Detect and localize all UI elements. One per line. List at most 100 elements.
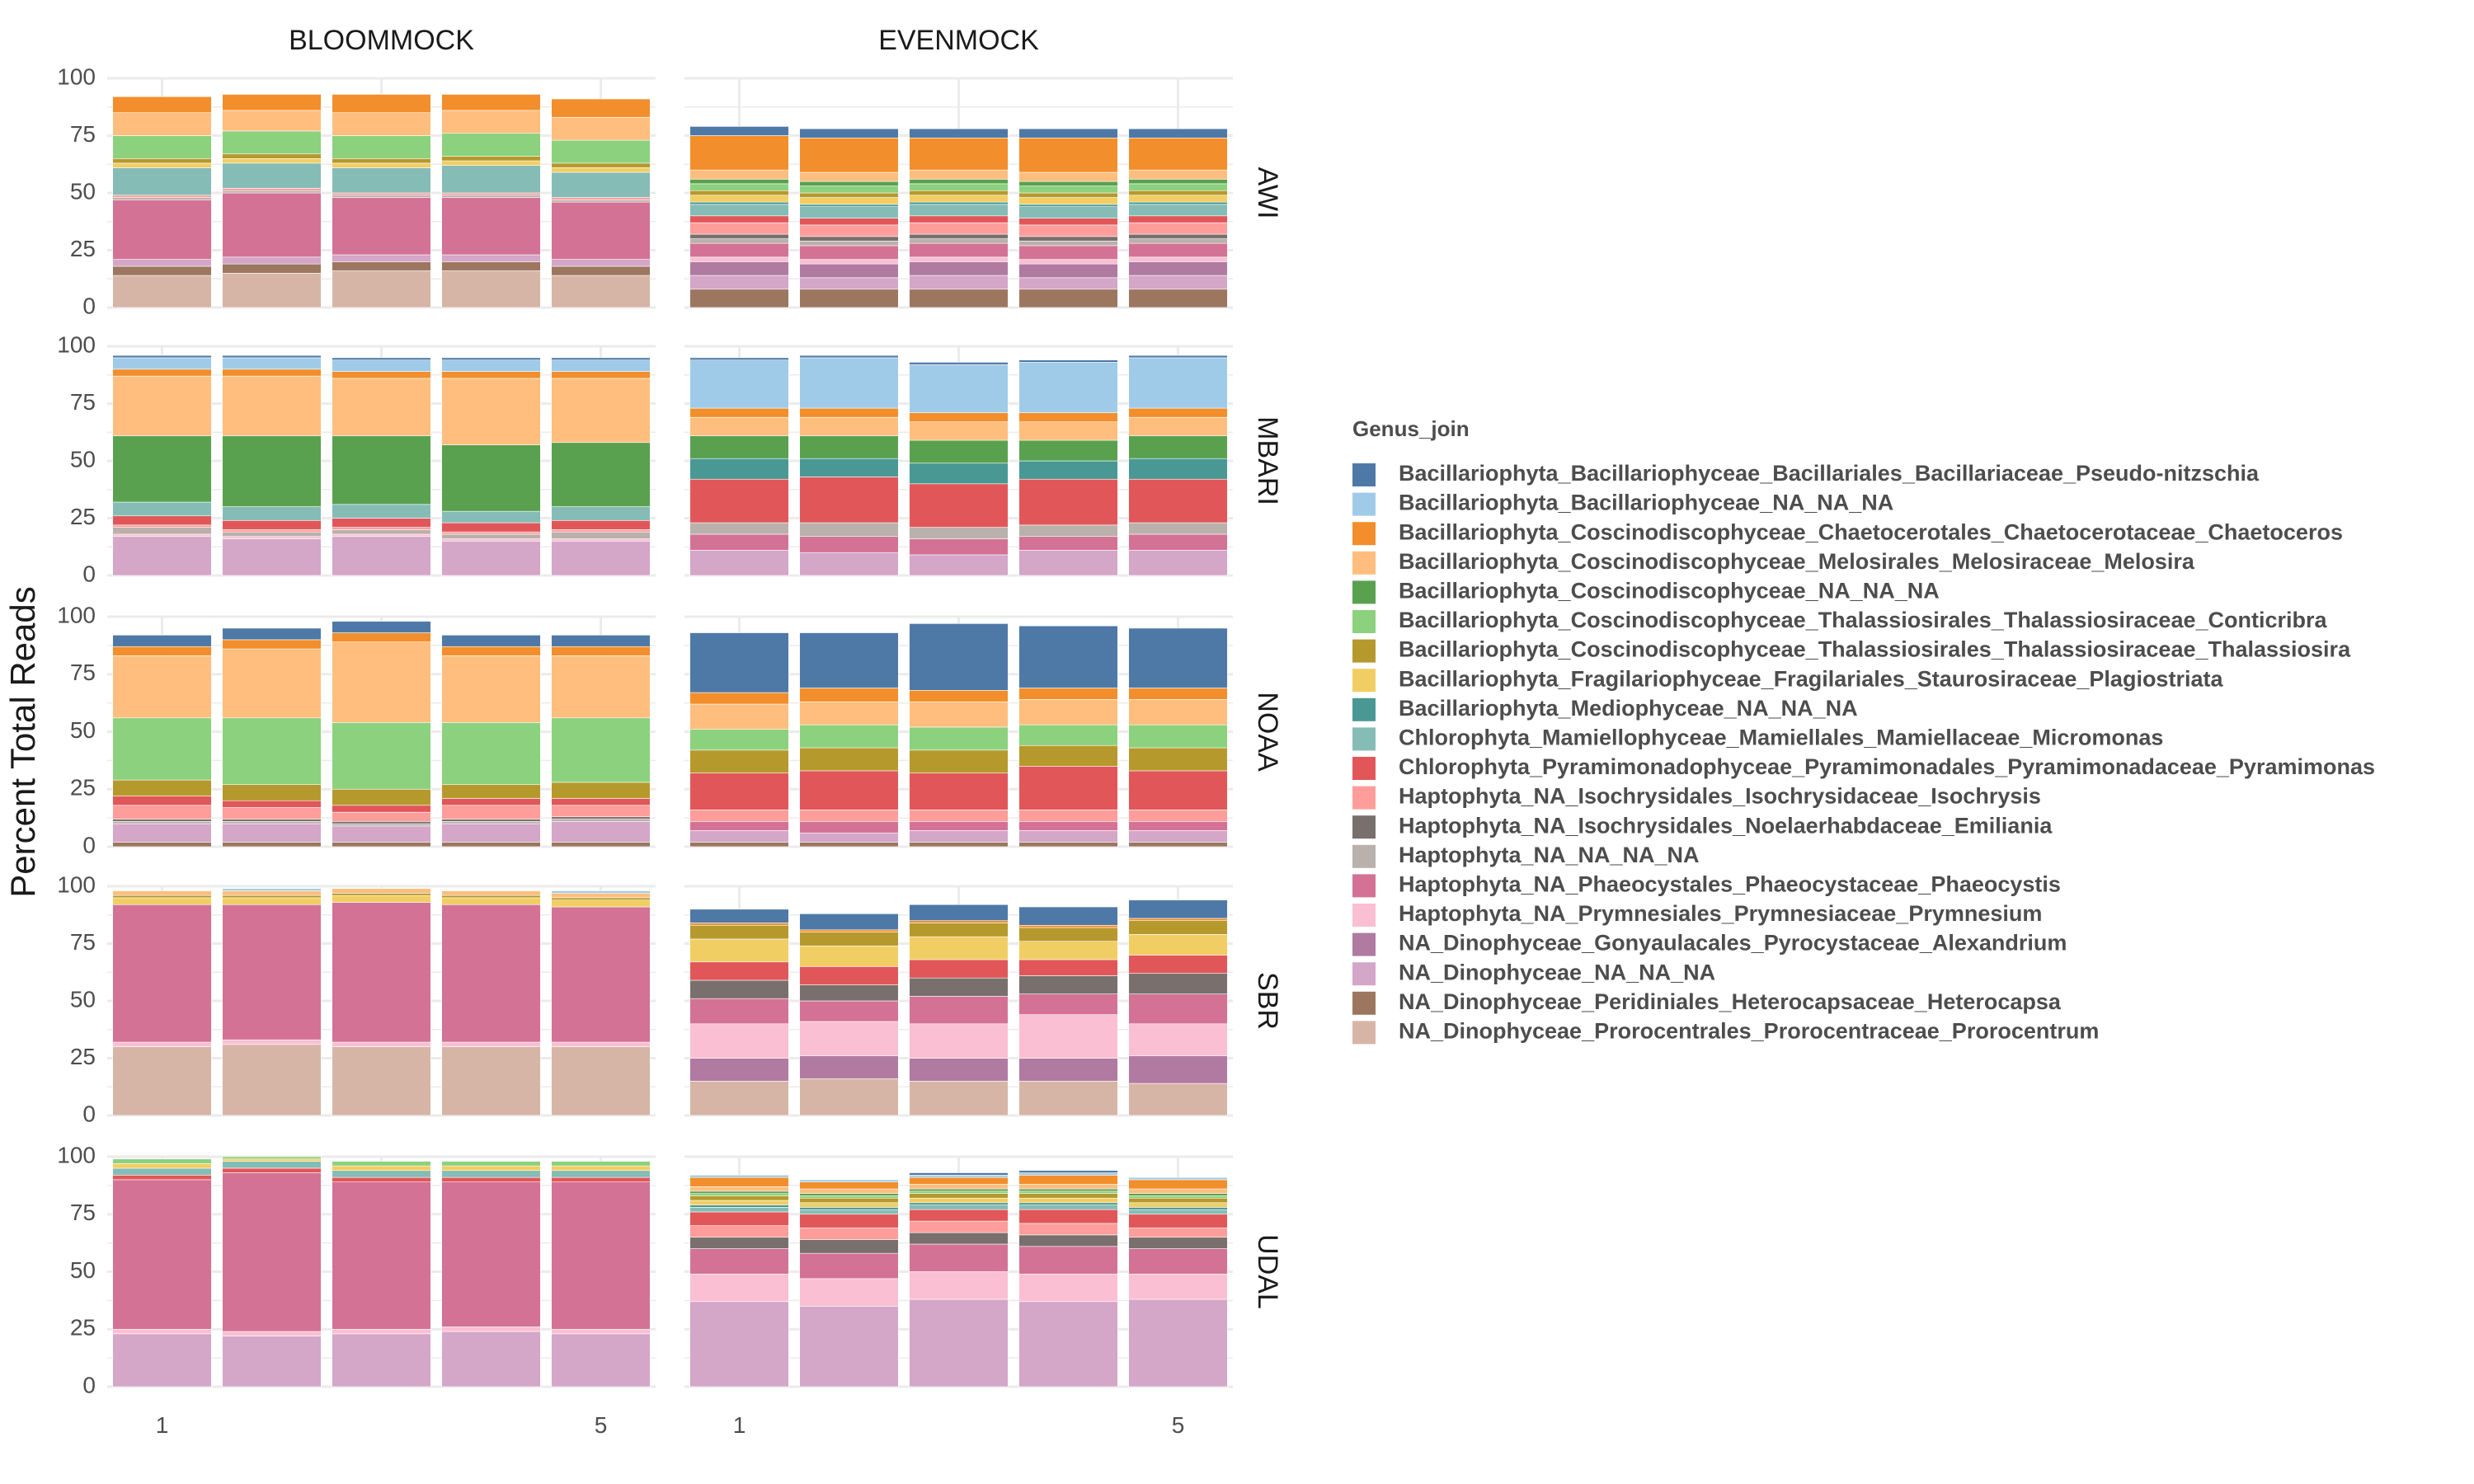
bar-segment	[799, 929, 899, 932]
bar-segment	[689, 275, 789, 290]
bar-segment	[222, 190, 322, 194]
bar-segment	[332, 1333, 431, 1388]
bar-segment	[1018, 1170, 1118, 1173]
bar-segment	[112, 265, 212, 276]
bar-segment	[1018, 1175, 1118, 1185]
bar-segment	[799, 1000, 899, 1022]
bar-segment	[112, 375, 212, 436]
bar-segment	[909, 554, 1009, 576]
bar-segment	[1018, 941, 1118, 960]
bar-segment	[112, 112, 212, 136]
bar-segment	[1018, 218, 1118, 226]
bar-segment	[222, 1044, 322, 1116]
bar-segment	[909, 996, 1009, 1025]
legend-entry-label: Chlorophyta_Mamiellophyceae_Mamiellales_…	[1399, 726, 2163, 750]
bar-segment	[551, 1170, 651, 1178]
bar-segment	[689, 938, 789, 963]
bar-segment	[1128, 770, 1228, 810]
bar-segment	[1018, 137, 1118, 173]
bar-segment	[112, 1328, 212, 1335]
bar-segment	[441, 195, 541, 198]
bar-segment	[1128, 1237, 1228, 1249]
bar-segment	[799, 1252, 899, 1280]
bar-segment	[799, 416, 899, 436]
bar-segment	[909, 201, 1009, 205]
bar-segment	[551, 635, 651, 647]
bar-segment	[112, 135, 212, 159]
bar-segment	[799, 522, 899, 538]
legend-entry-label: Bacillariophyta_Bacillariophyceae_Bacill…	[1399, 461, 2260, 486]
y-tick-label: 25	[70, 236, 96, 261]
bar-segment	[551, 1176, 651, 1182]
bar-segment	[1018, 421, 1118, 441]
bar-segment	[1128, 747, 1228, 772]
bar-segment	[1128, 1188, 1228, 1194]
bar-segment	[332, 1181, 431, 1330]
bar-segment	[689, 478, 789, 524]
bar-segment	[332, 435, 431, 505]
bar-segment	[332, 158, 431, 164]
bar-segment	[112, 779, 212, 796]
bar-segment	[799, 1181, 899, 1190]
bar-segment	[112, 1333, 212, 1388]
bar-segment	[1128, 724, 1228, 749]
legend-entry-label: Bacillariophyta_Bacillariophyceae_NA_NA_…	[1399, 491, 1893, 515]
bar-segment	[441, 1161, 541, 1167]
bar-segment	[551, 899, 651, 908]
bar-segment	[799, 1055, 899, 1079]
bar-segment	[332, 902, 431, 1043]
bar-segment	[551, 265, 651, 276]
bar-segment	[689, 169, 789, 180]
bar-segment	[689, 923, 789, 926]
bar-segment	[222, 895, 322, 899]
bar-segment	[1018, 277, 1118, 290]
bar-segment	[799, 137, 899, 173]
bar-segment	[1128, 810, 1228, 822]
y-tick-label: 50	[70, 178, 96, 204]
bar-segment	[441, 378, 541, 445]
bar-segment	[909, 689, 1009, 702]
legend-swatch	[1352, 904, 1376, 927]
bar-segment	[222, 627, 322, 641]
bar-segment	[909, 439, 1009, 464]
bar-segment	[689, 749, 789, 774]
bar-segment	[332, 1046, 431, 1116]
bar-segment	[799, 945, 899, 967]
bar-segment	[1018, 197, 1118, 205]
bar-segment	[689, 238, 789, 244]
bar-segment	[332, 1328, 431, 1335]
bar-segment	[799, 966, 899, 985]
bar-segment	[551, 1181, 651, 1330]
bar-segment	[689, 729, 789, 751]
bar-segment	[799, 913, 899, 931]
y-tick-label: 100	[57, 1142, 96, 1167]
legend-swatch	[1352, 551, 1376, 575]
bar-segment	[1018, 439, 1118, 462]
bar-segment	[909, 1188, 1009, 1192]
bar-segment	[222, 1158, 322, 1162]
bar-segment	[799, 197, 899, 205]
bar-segment	[689, 1248, 789, 1275]
bar-segment	[112, 1158, 212, 1164]
bar-segment	[441, 540, 541, 576]
bar-segment	[112, 821, 212, 824]
bar-segment	[441, 522, 541, 533]
bar-segment	[551, 529, 651, 533]
bar-segment	[1128, 1202, 1228, 1208]
bar-segment	[909, 527, 1009, 539]
bar-segment	[551, 906, 651, 1043]
bar-segment	[799, 277, 899, 290]
bar-segment	[441, 1165, 541, 1172]
bar-segment	[799, 1193, 899, 1196]
bar-segment	[112, 717, 212, 781]
bar-segment	[1018, 1209, 1118, 1224]
bar-segment	[1018, 206, 1118, 218]
bar-segment	[551, 1046, 651, 1116]
bar-segment	[441, 842, 541, 848]
bar-segment	[1128, 1082, 1228, 1116]
bar-segment	[441, 359, 541, 372]
bar-segment	[112, 805, 212, 819]
bar-segment	[689, 1205, 789, 1208]
bar-segment	[551, 538, 651, 542]
legend-entry-label: Bacillariophyta_Coscinodiscophyceae_Thal…	[1399, 608, 2327, 632]
